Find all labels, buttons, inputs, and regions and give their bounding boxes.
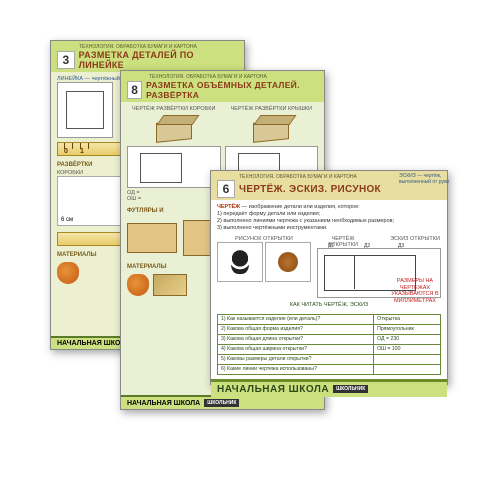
q2: 2) Какова общая форма изделия? [218, 324, 374, 334]
a1: Открытка [374, 314, 441, 324]
eskiz-label: ЭСКИЗ ОТКРЫТКИ [389, 236, 441, 248]
footer-school-6: НАЧАЛЬНАЯ ШКОЛА [217, 384, 329, 395]
fox-2 [57, 262, 79, 284]
poster-6: ТЕХНОЛОГИЯ. ОБРАБОТКА БУМАГИ И КАРТОНА 6… [210, 170, 448, 385]
q6: 6) Какие линии чертежа использованы? [218, 364, 374, 374]
col2-label: ЧЕРТЁЖ РАЗВЁРТКИ КРЫШКИ [225, 106, 319, 112]
poster-6-number: 6 [217, 180, 235, 198]
footer-brand-6: ШКОЛЬНИК [333, 385, 368, 393]
q3: 3) Какова общая длина открытки? [218, 334, 374, 344]
poster-6-header: ТЕХНОЛОГИЯ. ОБРАБОТКА БУМАГИ И КАРТОНА 6… [211, 171, 447, 200]
poster-8-number: 8 [127, 81, 142, 99]
poster-6-content: ЧЕРТЁЖ ЧЕРТЁЖ — изображение детали или и… [211, 200, 447, 379]
unfold-1 [127, 146, 221, 188]
poster-6-title: ЧЕРТЁЖ. ЭСКИЗ. РИСУНОК [239, 184, 381, 195]
q1: 1) Как называется изделие (или деталь)? [218, 314, 374, 324]
def1a: 1) передаёт форму детали или изделия; [217, 211, 320, 217]
q4: 4) Какова общая ширина открытки? [218, 344, 374, 354]
bear-card [265, 242, 311, 282]
fox-3 [127, 274, 149, 296]
footer-brand-8: ШКОЛЬНИК [204, 399, 239, 407]
ruler-0: 0 [64, 148, 68, 155]
drawing-box [57, 82, 113, 138]
os-label: ОШ = [127, 196, 141, 202]
footer-school-8: НАЧАЛЬНАЯ ШКОЛА [127, 400, 200, 407]
col1-label: ЧЕРТЁЖ РАЗВЁРТКИ КОРОБКИ [127, 106, 221, 112]
chertezh-term: ЧЕРТЁЖ [217, 204, 240, 210]
a4: ОШ = 100 [374, 344, 441, 354]
ruler-1: 1 [80, 148, 84, 155]
poster-8-header: ТЕХНОЛОГИЯ. ОБРАБОТКА БУМАГИ И КАРТОНА 8… [121, 71, 324, 102]
q5: 5) Каковы размеры детали открытки? [218, 354, 374, 364]
six-cm: 6 см [61, 217, 73, 223]
poster-8-title: РАЗМЕТКА ОБЪЁМНЫХ ДЕТАЛЕЙ. РАЗВЁРТКА [146, 80, 318, 100]
poster-3-number: 3 [57, 51, 75, 69]
d2: Д2 [364, 243, 370, 249]
box-iso-2 [247, 115, 295, 143]
poster-6-footer: НАЧАЛЬНАЯ ШКОЛА ШКОЛЬНИК [211, 379, 447, 397]
poster-8-footer: НАЧАЛЬНАЯ ШКОЛА ШКОЛЬНИК [121, 395, 324, 409]
a2: Прямоугольник [374, 324, 441, 334]
poster-3-title: РАЗМЕТКА ДЕТАЛЕЙ ПО ЛИНЕЙКЕ [79, 50, 238, 70]
chert-label: ЧЕРТЁЖ ОТКРЫТКИ [317, 236, 369, 248]
penguin-card [217, 242, 263, 282]
eskiz-def: ЭСКИЗ — чертёж, выполненный от руки [399, 173, 449, 185]
box-iso-1 [150, 115, 198, 143]
a6 [374, 364, 441, 374]
red-note: РАЗМЕРЫ НА ЧЕРТЕЖАХ УКАЗЫВАЮТСЯ В МИЛЛИМ… [387, 278, 443, 304]
questions-table: 1) Как называется изделие (или деталь)?О… [217, 314, 441, 375]
a3: ОД = 230 [374, 334, 441, 344]
def1b: 2) выполнено линиями чертежа с указанием… [217, 218, 394, 224]
d3: Д3 [398, 243, 404, 249]
d1: Д1 [328, 243, 334, 249]
poster-3-header: ТЕХНОЛОГИЯ. ОБРАБОТКА БУМАГИ И КАРТОНА 3… [51, 41, 244, 72]
a5 [374, 354, 441, 364]
case-1 [127, 223, 177, 253]
triangle-ruler [153, 274, 187, 296]
def1c: 3) выполнено чертёжными инструментами. [217, 225, 327, 231]
